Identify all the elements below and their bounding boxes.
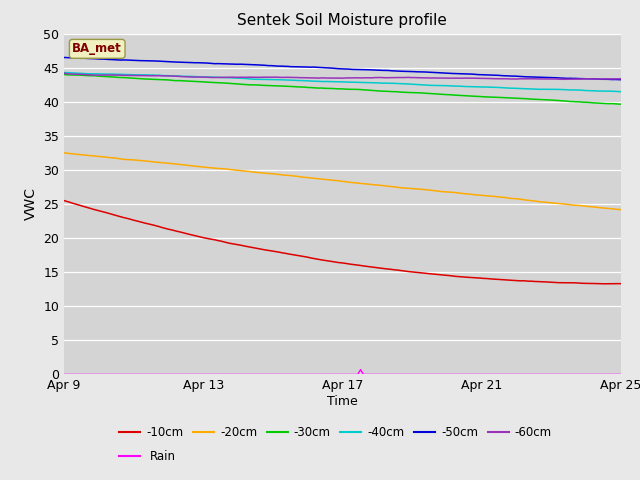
Y-axis label: VWC: VWC bbox=[24, 188, 38, 220]
Title: Sentek Soil Moisture profile: Sentek Soil Moisture profile bbox=[237, 13, 447, 28]
Legend: Rain: Rain bbox=[115, 445, 180, 468]
Text: BA_met: BA_met bbox=[72, 42, 122, 55]
X-axis label: Time: Time bbox=[327, 395, 358, 408]
